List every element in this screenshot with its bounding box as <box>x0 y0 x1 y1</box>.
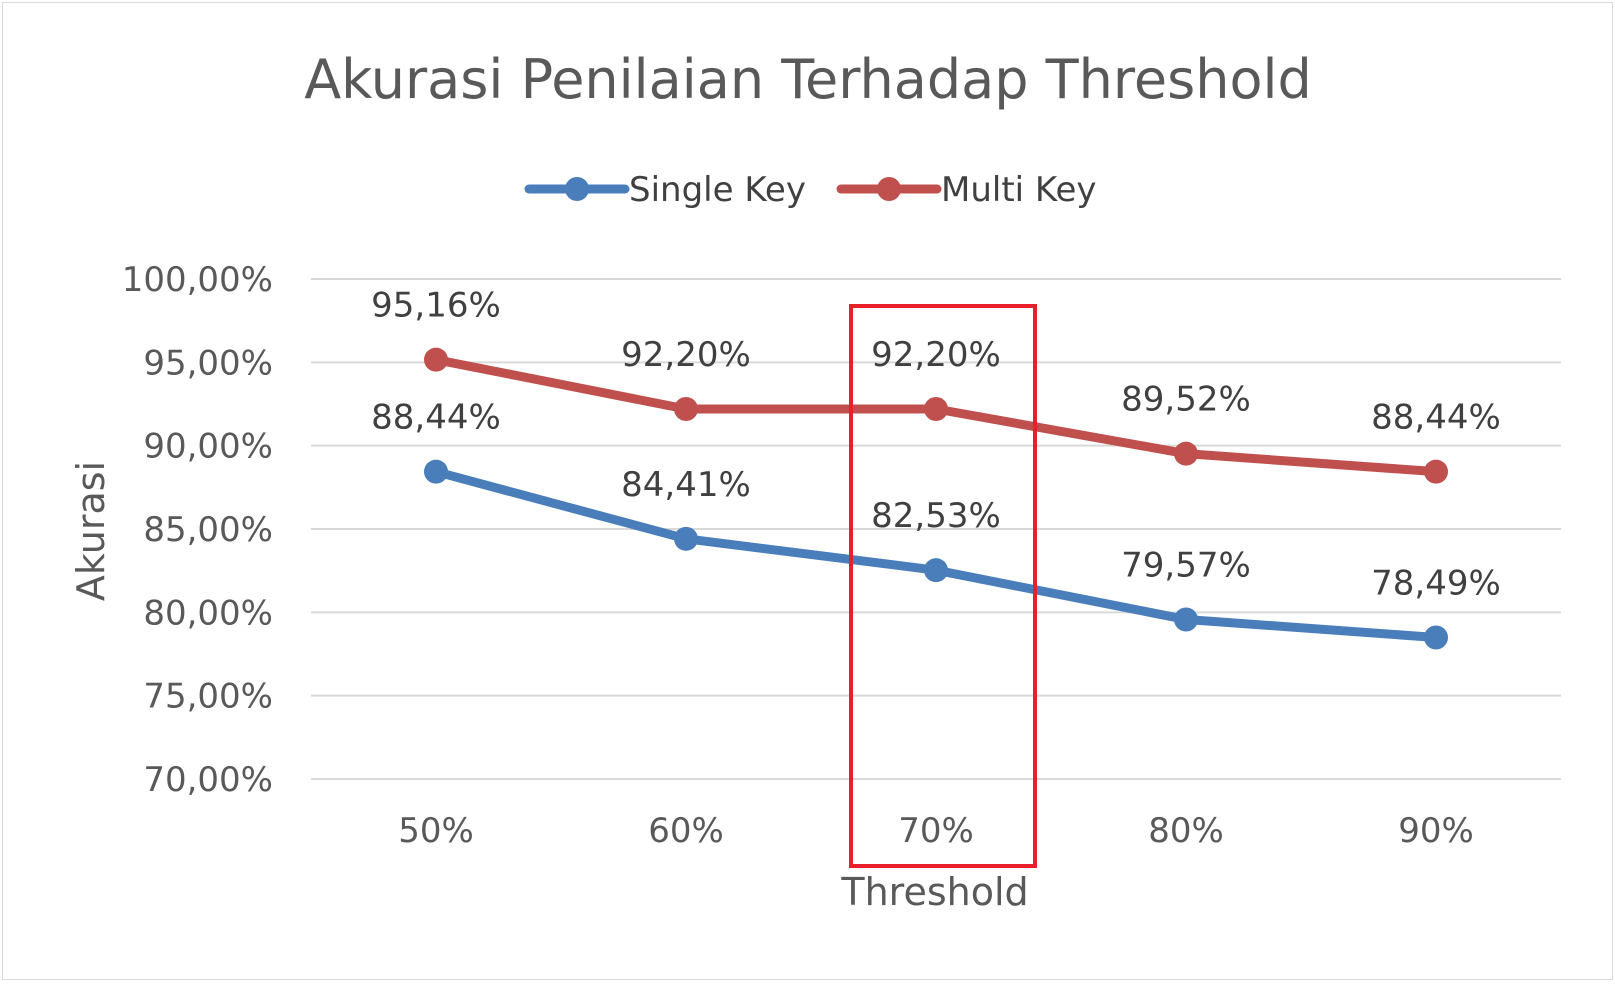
data-point <box>424 347 448 372</box>
data-label: 79,57% <box>1121 546 1251 586</box>
x-tick-label: 70% <box>898 811 974 851</box>
legend-swatch-marker <box>877 177 901 201</box>
legend-swatch-marker <box>565 177 589 201</box>
chart-title: Akurasi Penilaian Terhadap Threshold <box>304 48 1312 111</box>
x-tick-label: 80% <box>1148 811 1224 851</box>
data-label: 95,16% <box>371 286 501 326</box>
data-point <box>674 526 698 551</box>
x-axis-ticks: 50% 60% 70% 80% 90% <box>398 811 1474 851</box>
legend-label: Multi Key <box>941 170 1097 210</box>
data-label: 92,20% <box>621 335 751 375</box>
y-tick-label: 90,00% <box>143 427 273 467</box>
data-point <box>674 397 698 421</box>
data-point <box>924 397 948 421</box>
legend: Single Key Multi Key <box>524 170 1097 210</box>
x-tick-label: 50% <box>398 811 474 851</box>
data-label: 92,20% <box>871 335 1001 375</box>
chart-svg: Akurasi Penilaian Terhadap Threshold Sin… <box>69 48 1561 914</box>
x-tick-label: 90% <box>1398 811 1474 851</box>
y-axis-ticks: 70,00% 75,00% 80,00% 85,00% 90,00% 95,00% 100,… <box>122 260 273 800</box>
legend-label: Single Key <box>629 170 806 210</box>
data-label: 89,52% <box>1121 380 1251 420</box>
series-layer <box>424 347 1448 650</box>
data-label: 78,49% <box>1371 564 1501 604</box>
data-point <box>1424 625 1448 650</box>
y-tick-label: 70,00% <box>143 760 273 800</box>
gridlines <box>311 278 1561 780</box>
data-point <box>424 459 448 484</box>
y-tick-label: 95,00% <box>143 343 273 383</box>
data-point <box>1174 441 1198 466</box>
data-labels: 88,44% 84,41% 82,53% 79,57% 78,49% 95,16% 92,2… <box>371 286 1501 604</box>
y-axis-title: Akurasi <box>69 461 113 601</box>
y-tick-label: 80,00% <box>143 593 273 633</box>
annotation-layer <box>849 304 1037 868</box>
data-label: 82,53% <box>871 496 1001 536</box>
data-label: 88,44% <box>1371 398 1501 438</box>
highlight-box <box>849 304 1037 868</box>
data-label: 84,41% <box>621 465 751 505</box>
data-point <box>1424 459 1448 484</box>
data-label: 88,44% <box>371 398 501 438</box>
y-tick-label: 85,00% <box>143 510 273 550</box>
x-tick-label: 60% <box>648 811 724 851</box>
y-tick-label: 100,00% <box>122 260 273 300</box>
y-tick-label: 75,00% <box>143 677 273 717</box>
x-axis-title: Threshold <box>840 870 1028 914</box>
data-point <box>924 558 948 583</box>
data-point <box>1174 607 1198 632</box>
